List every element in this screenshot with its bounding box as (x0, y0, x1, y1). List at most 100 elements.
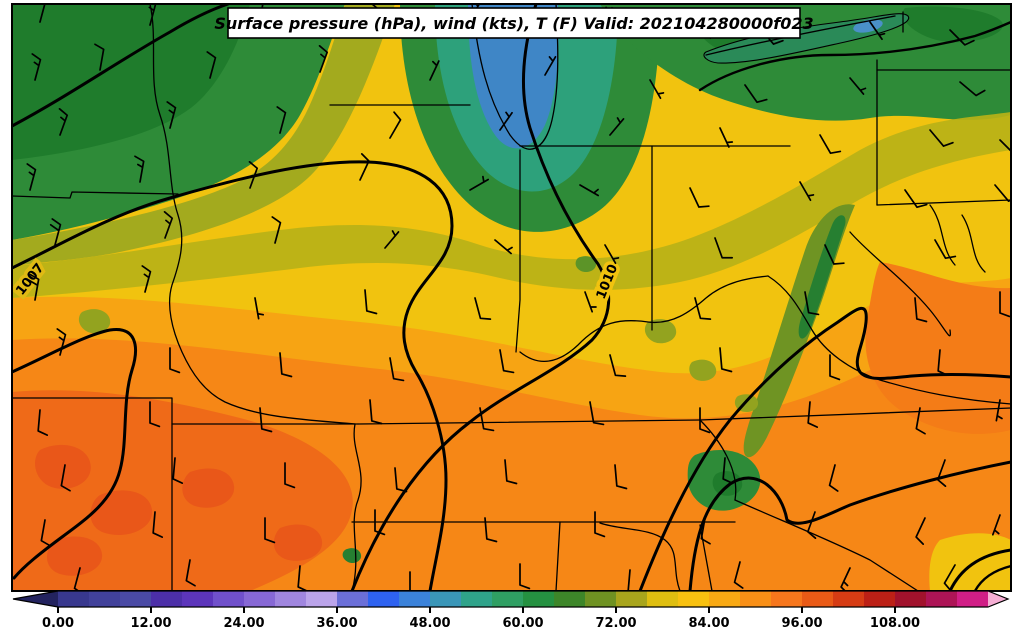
wind-barb (604, 244, 620, 265)
state-border-2 (12, 191, 179, 199)
wind-barb (31, 53, 42, 81)
state-border-7 (519, 275, 769, 362)
state-border-17 (767, 275, 1011, 405)
wind-barb (829, 354, 841, 381)
wind-barb (999, 291, 1011, 318)
field-blob-appalachian-core (798, 215, 846, 339)
wind-barb (934, 239, 957, 260)
state-border-22 (876, 199, 1011, 206)
state-border-13 (555, 521, 561, 591)
field-blob-green-speckle-2 (342, 548, 362, 564)
colorbar-segment (678, 591, 710, 607)
state-border-25 (471, 4, 559, 150)
field-blob-red-mottle-3 (182, 468, 235, 508)
colorbar-tick-label: 60.00 (502, 616, 543, 631)
state-border-16 (699, 407, 1011, 421)
wind-barb (141, 265, 152, 293)
state-border-8 (12, 397, 359, 425)
colorbar-segment (771, 591, 803, 607)
wind-barb (722, 457, 734, 484)
colorbar-tick-label: 0.00 (42, 616, 74, 631)
wind-barb (719, 347, 733, 373)
colorbar-segment (337, 591, 369, 607)
wind-barb (609, 117, 625, 136)
state-border-0 (149, 4, 356, 425)
wind-barb (828, 464, 839, 492)
wind-barb (389, 357, 405, 382)
wind-barb (519, 563, 531, 590)
colorbar-segment (554, 591, 586, 607)
field-blob-olive-speckle-2 (689, 359, 717, 381)
wind-barb (409, 571, 411, 591)
title-background (227, 7, 801, 39)
state-border-10 (357, 419, 701, 425)
wind-barb (499, 111, 513, 131)
colorbar-segment (523, 591, 555, 607)
colorbar-segment (306, 591, 338, 607)
colorbar-segment (492, 591, 524, 607)
pressure-contour-isobar-1010 (350, 4, 611, 591)
colorbar-tick-label: 24.00 (223, 616, 264, 631)
wind-barb (469, 175, 490, 191)
wind-barb (936, 459, 947, 488)
colorbar-tick-label: 48.00 (409, 616, 450, 631)
wind-barb (429, 60, 440, 81)
wind-barb (824, 244, 845, 265)
state-border-4 (515, 149, 521, 353)
wind-barb (206, 51, 217, 79)
colorbar-tick-label: 12.00 (130, 616, 171, 631)
wind-barb (806, 511, 817, 540)
wind-barb (134, 155, 145, 183)
pressure-contour-corner-arc-1 (948, 548, 1011, 591)
field-blob-olive-speckle-4 (78, 309, 111, 334)
field-blob-olive-band-mid (12, 112, 1011, 298)
colorbar-tick-label: 72.00 (595, 616, 636, 631)
wind-barb (148, 4, 157, 26)
wind-barb (172, 457, 184, 484)
wind-barb (318, 44, 329, 73)
colorbar-segment (585, 591, 617, 607)
colorbar-arrow-right (988, 591, 1008, 607)
wind-barb (649, 79, 665, 100)
wind-barb (504, 459, 518, 485)
wind-barb (369, 399, 383, 425)
colorbar-segment (709, 591, 741, 607)
colorbar-segment (368, 591, 400, 607)
wind-barb (849, 77, 867, 95)
wind-barb (700, 517, 711, 545)
field-blob-olive-speckle-1 (644, 319, 677, 344)
colorbar-segment (957, 591, 989, 607)
wind-barb (579, 184, 600, 197)
colorbar-segment (926, 591, 958, 607)
colorbar-tick-label: 36.00 (316, 616, 357, 631)
colorbar-tick-label: 84.00 (688, 616, 729, 631)
wind-barb (364, 289, 378, 315)
colorbar-segment (740, 591, 772, 607)
wind-barb (995, 399, 1003, 422)
wind-barb (799, 181, 815, 202)
wind-barb (943, 564, 956, 591)
pressure-contour-isobar-erie (698, 20, 1011, 92)
wind-barb (627, 569, 631, 591)
wind-barb (929, 129, 954, 147)
wind-barb (819, 134, 842, 155)
wind-barb (991, 514, 1001, 536)
wind-barb (733, 561, 744, 589)
wind-barb (271, 216, 282, 244)
wind-barb (279, 352, 293, 378)
state-border-27 (599, 522, 681, 591)
pressure-contour-corner-arc-2 (973, 564, 1011, 591)
wind-barb (149, 401, 161, 428)
wind-barb (589, 401, 605, 426)
wind-barb (394, 467, 408, 493)
wind-barb (614, 464, 628, 490)
wind-barb (152, 511, 164, 538)
field-blob-darkgreen-topleft (12, 4, 250, 160)
colorbar-segment (895, 591, 927, 607)
colorbar-segment (120, 591, 152, 607)
pressure-contour-isobar-arch-ga (688, 460, 1011, 591)
colorbar-segment (213, 591, 245, 607)
pressure-contour-isobar-loop-west (12, 327, 137, 580)
colorbar-tick-label: 96.00 (781, 616, 822, 631)
pressure-contour-isobar-east-hairpin (638, 307, 1011, 591)
